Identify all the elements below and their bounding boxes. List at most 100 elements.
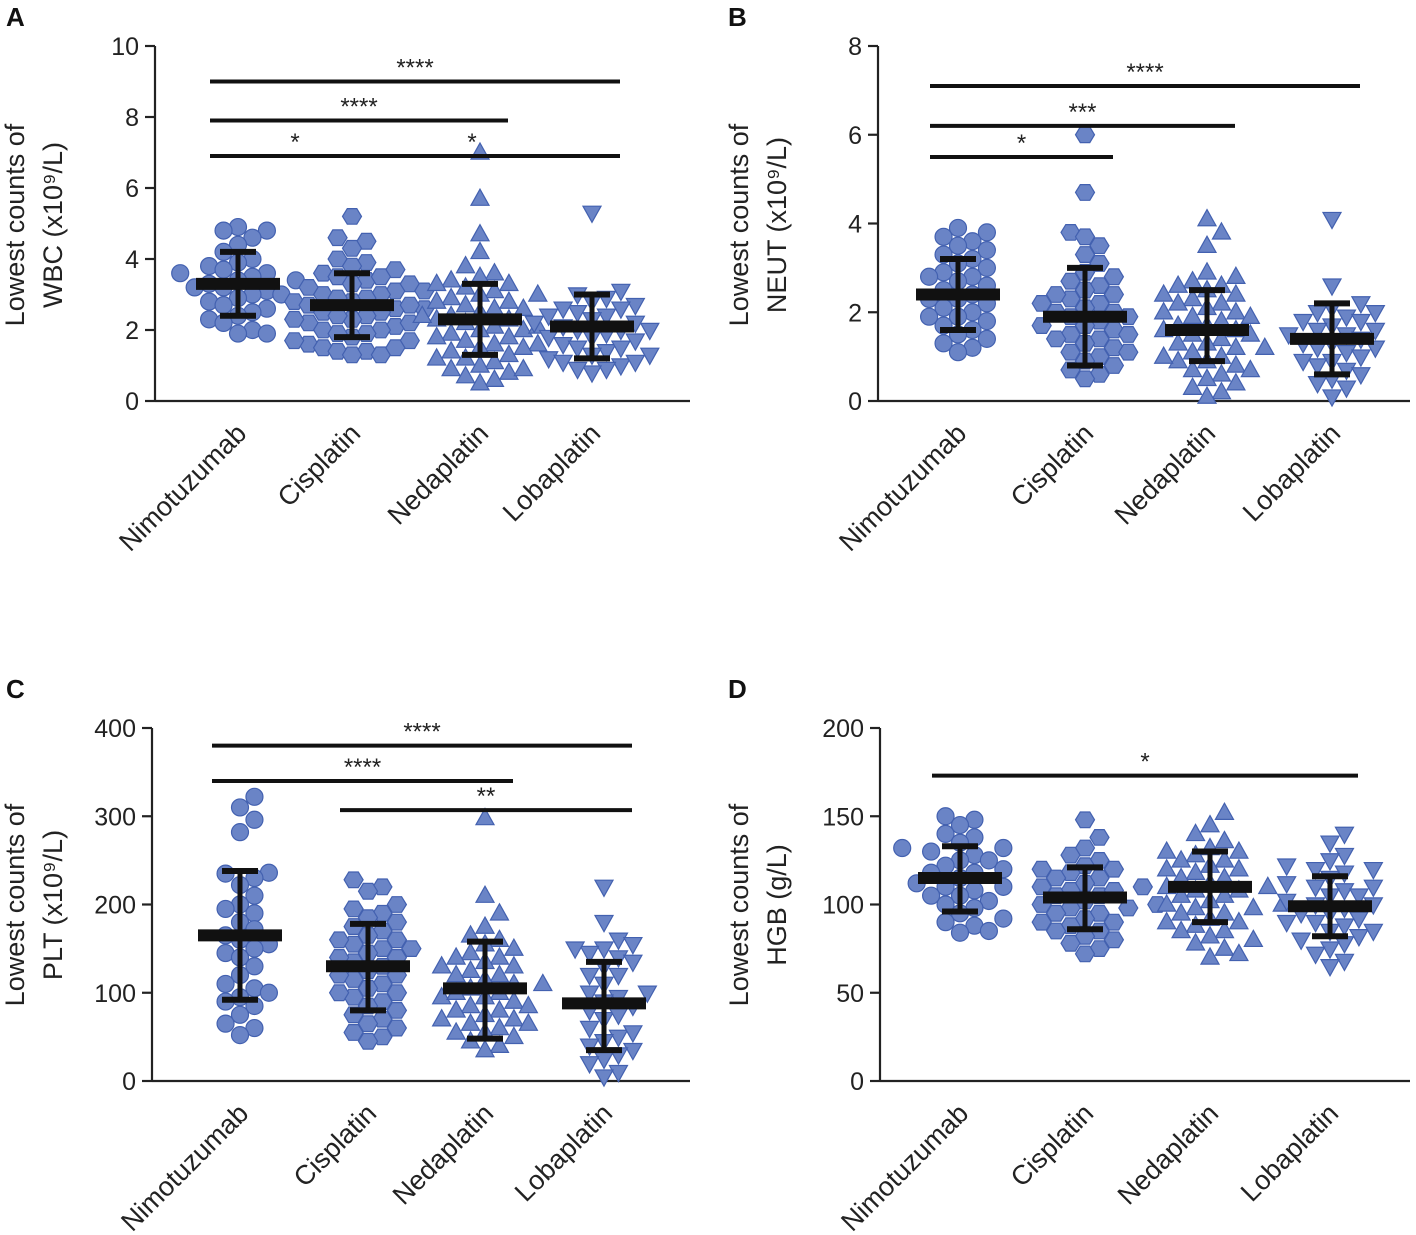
series-nimotuzumab [171,217,305,343]
y-tick-label: 10 [111,33,139,61]
data-point [469,372,491,391]
data-point [1211,363,1232,382]
data-point [1228,840,1249,859]
data-point [230,1005,250,1024]
data-point [1276,876,1297,895]
data-point [518,995,539,1014]
data-point [948,218,968,238]
category-label: Nedaplatin [387,1098,499,1210]
data-point [1089,829,1110,846]
data-point [230,798,250,817]
data-point [357,882,379,900]
data-point [498,361,519,380]
data-point [245,1018,264,1038]
category-label: Nimotuzumab [115,1098,254,1235]
y-tick-label: 200 [94,892,136,920]
data-point [1321,389,1343,408]
data-point [446,1021,467,1040]
data-point [1103,913,1125,931]
panel-label: C [6,674,25,704]
data-point [625,354,646,373]
data-point [1045,922,1067,940]
data-point [1363,879,1384,898]
data-point [441,340,462,359]
panel-label: A [6,2,25,32]
data-point [1156,911,1177,930]
data-point [386,984,408,1002]
data-point [936,824,955,844]
series-nedaplatin [431,807,553,1058]
data-point [1276,858,1297,877]
data-point [596,361,617,380]
data-point [1182,376,1203,395]
data-point [1214,830,1235,849]
data-point [1196,261,1218,280]
data-point [977,258,997,277]
data-point [401,940,422,957]
data-point [950,923,970,942]
data-point [622,954,643,973]
data-point [446,964,467,983]
data-point [1293,313,1314,332]
data-point [343,1023,364,1041]
data-point [1132,878,1154,896]
data-point [426,290,447,309]
data-point [518,1012,539,1031]
y-tick-label: 150 [822,803,864,831]
category-label: Nimotuzumab [835,1098,974,1235]
data-point [426,347,447,366]
data-point [1240,305,1261,324]
data-point [1240,359,1261,378]
data-point [214,260,233,279]
series-cisplatin [326,871,422,1050]
series-nimotuzumab [198,787,282,1045]
series-cisplatin [283,208,435,364]
data-point [579,985,600,1004]
data-point [1074,370,1096,388]
data-point [469,187,491,206]
data-point [284,332,305,350]
data-point [538,329,559,348]
data-point [1182,305,1203,324]
series-nedaplatin [412,141,548,391]
data-point [341,346,363,364]
data-point [343,871,364,889]
data-point [936,807,955,826]
y-tick-label: 6 [125,175,139,203]
data-point [1031,913,1052,931]
data-point [1228,858,1249,877]
data-point [527,333,548,352]
data-point [386,896,408,913]
data-point [245,787,264,806]
y-tick-label: 0 [850,1068,864,1096]
data-point [639,347,660,366]
data-point [979,921,999,941]
data-point [426,326,447,345]
data-point [553,336,574,355]
data-point [1074,184,1096,201]
data-point [1031,860,1052,878]
data-point [474,807,496,826]
data-point [1211,292,1232,311]
data-point [977,312,997,331]
data-point [921,842,941,861]
data-point [386,1002,408,1019]
series-cisplatin [1031,811,1168,963]
data-point [327,229,348,247]
significance-label: * [290,129,299,156]
data-point [948,343,968,362]
data-point [593,914,615,933]
data-point [1211,381,1232,400]
data-point [608,1064,629,1083]
panel-c: C 0 100 200 300 400 Lowest counts of PLT (x10⁹/… [0,674,690,1235]
y-axis-title-line2: PLT (x10⁹/L) [38,830,68,980]
data-point [214,221,233,240]
significance-label: *** [1068,99,1096,126]
data-point [1074,811,1096,829]
data-point [1185,932,1206,951]
data-point [1156,858,1177,877]
series-lobaplatin [562,879,658,1088]
series-lobaplatin [524,205,660,384]
category-label: Lobaplatin [1237,418,1346,527]
data-point [581,365,603,384]
